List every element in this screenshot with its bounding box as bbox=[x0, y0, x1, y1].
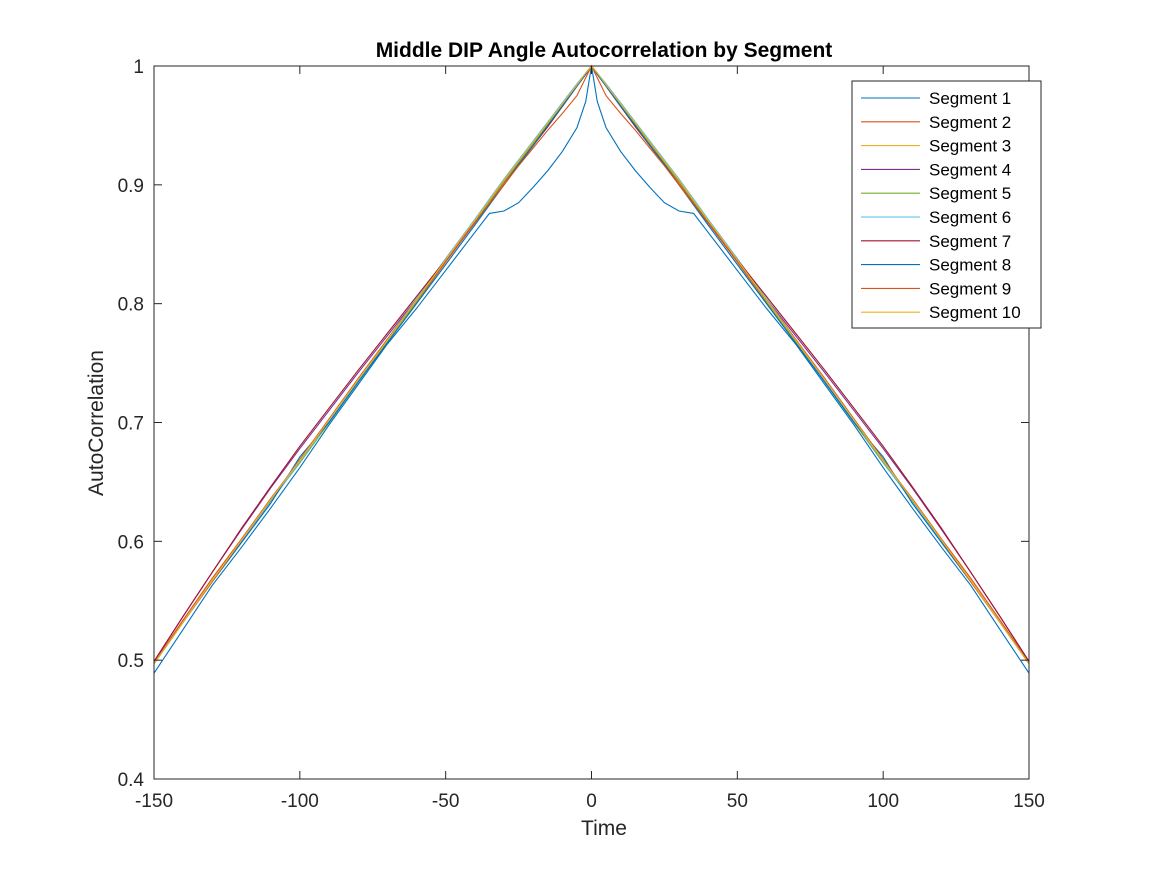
x-tick-label: -100 bbox=[281, 791, 319, 812]
legend-entry-5: Segment 5 bbox=[929, 184, 1011, 203]
x-tick-label: -50 bbox=[432, 791, 459, 812]
y-axis-label: AutoCorrelation bbox=[85, 350, 108, 496]
x-tick-label: 0 bbox=[586, 791, 597, 812]
legend-entry-6: Segment 6 bbox=[929, 208, 1011, 227]
x-axis-label: Time bbox=[581, 817, 627, 840]
legend: Segment 1 Segment 2 Segment 3 Segment 4 Segm… bbox=[851, 80, 1042, 329]
y-tick-label: 0.5 bbox=[118, 651, 144, 672]
x-tick-label: -150 bbox=[135, 791, 173, 812]
legend-entry-2: Segment 2 bbox=[929, 113, 1011, 132]
y-axis: 0.4 0.5 0.6 0.7 0.8 0.9 1 bbox=[118, 57, 1029, 791]
y-tick-label: 0.8 bbox=[118, 295, 144, 316]
x-axis: -150 -100 -50 0 50 100 150 bbox=[135, 66, 1045, 812]
y-tick-label: 0.7 bbox=[118, 414, 144, 435]
legend-entry-8: Segment 8 bbox=[929, 256, 1011, 275]
chart-title: Middle DIP Angle Autocorrelation by Segm… bbox=[376, 39, 833, 62]
x-tick-label: 150 bbox=[1013, 791, 1045, 812]
legend-entry-1: Segment 1 bbox=[929, 89, 1011, 108]
y-tick-label: 0.9 bbox=[118, 176, 144, 197]
x-tick-label: 100 bbox=[867, 791, 899, 812]
legend-entry-7: Segment 7 bbox=[929, 232, 1011, 251]
legend-entry-9: Segment 9 bbox=[929, 279, 1011, 298]
y-tick-label: 0.6 bbox=[118, 532, 144, 553]
legend-entry-4: Segment 4 bbox=[929, 160, 1011, 179]
legend-entry-3: Segment 3 bbox=[929, 137, 1011, 156]
x-tick-label: 50 bbox=[727, 791, 748, 812]
y-tick-label: 0.4 bbox=[118, 770, 145, 791]
y-tick-label: 1 bbox=[133, 57, 144, 78]
legend-entry-10: Segment 10 bbox=[929, 303, 1021, 322]
